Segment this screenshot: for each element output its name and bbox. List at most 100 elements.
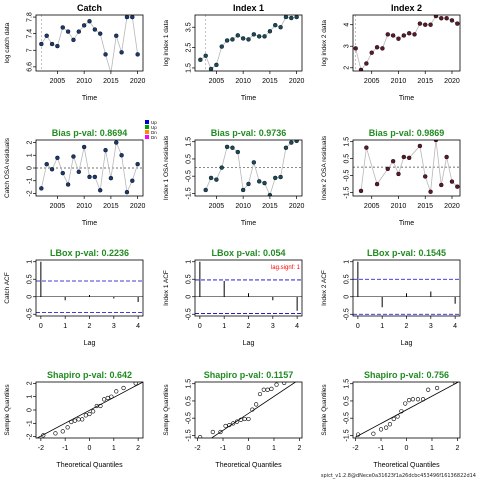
catch-data-point: [76, 29, 82, 34]
index2-data-ytick-label: 2: [344, 66, 351, 70]
index1-acf-ytick-label: 0.5: [186, 274, 193, 284]
catch-acf-ytick-label: 1: [27, 260, 34, 264]
index2-osa-title: Bias p-val: 0.9869: [369, 128, 445, 138]
index2-osa-ytick-label: -1.5: [344, 186, 351, 198]
index1-osa-point: [267, 192, 273, 196]
catch-osa-point: [92, 174, 98, 180]
index1-data-point: [198, 57, 203, 62]
index2-data-point: [417, 21, 423, 26]
residual-legend-swatch: [145, 130, 149, 134]
index1-osa-plot-area: [195, 140, 302, 196]
catch-qq-frame: [35, 381, 144, 439]
catch-data-frame: [35, 14, 144, 72]
catch-qq-point: [87, 411, 92, 417]
index1-osa-ytick-label: -1.5: [186, 187, 193, 199]
index1-data-xlabel: Time: [241, 95, 256, 102]
index2-qq-point: [420, 397, 426, 402]
index1-qq-point: [210, 429, 215, 435]
catch-qq-point: [80, 417, 85, 422]
index1-data-panel: Index 1 Time log index 1 data 2005 2010 2015 2…: [163, 3, 305, 102]
catch-qq-point: [53, 431, 58, 436]
index2-osa-connector: [360, 140, 458, 192]
index2-qq-point: [403, 401, 408, 406]
index2-qq-plot-area: [355, 382, 460, 438]
index1-qq-point: [274, 382, 279, 387]
catch-data-ytick-label: 7: [27, 48, 34, 52]
index2-qq-point: [399, 409, 404, 414]
index2-data-ytick-label: 4: [344, 23, 351, 27]
index1-data-point: [208, 66, 214, 71]
catch-osa-point: [135, 161, 140, 167]
index2-qq-xtick-label: 1: [430, 445, 434, 452]
index1-data-title: Index 1: [233, 3, 264, 13]
catch-osa-xtick-label: 2005: [50, 203, 66, 210]
catch-osa-point: [81, 144, 87, 150]
index1-qq-title: Shapiro p-val: 0.1157: [204, 370, 294, 380]
catch-osa-point: [87, 174, 92, 180]
residual-legend-label: Dn: [151, 130, 157, 135]
catch-qq-ytick-label: 2: [27, 381, 34, 385]
index1-data-point: [214, 62, 219, 68]
index1-data-point: [267, 29, 273, 34]
index2-osa-point: [406, 155, 412, 161]
catch-osa-ytick-label: 1: [27, 153, 34, 157]
catch-qq-point: [114, 389, 119, 394]
catch-data-ytick-label: 6.6: [27, 62, 34, 72]
index1-qq-point: [218, 429, 223, 435]
index2-qq-point: [410, 397, 415, 402]
catch-osa-ytick-label: 2: [27, 140, 34, 144]
index2-osa-point: [433, 140, 439, 143]
index2-acf-ytick-label: 0.5: [344, 274, 351, 284]
catch-qq-point: [98, 403, 103, 409]
index2-acf-xtick-label: 3: [429, 323, 433, 330]
catch-qq-ytick-label: 1: [27, 395, 34, 399]
index2-osa-xtick-label: 2020: [444, 203, 460, 210]
index1-data-connector: [200, 16, 297, 70]
index1-qq-point: [265, 387, 270, 392]
catch-data-plot-area: [39, 15, 140, 71]
index1-osa-point: [262, 180, 267, 186]
catch-data-point: [114, 33, 119, 38]
index1-qq-point: [246, 416, 251, 422]
index2-qq-point: [391, 416, 396, 422]
index1-data-point: [235, 33, 241, 38]
catch-qq-point: [60, 429, 65, 434]
index1-osa-point: [246, 181, 251, 187]
index1-osa-xtick-label: 2010: [235, 203, 251, 210]
index2-acf-panel: LBox p-val: 0.1545 Lag Index 2 ACF 0 1 2 3 4 -0.…: [321, 248, 461, 347]
index1-qq-frame: [194, 381, 303, 439]
catch-osa-point: [114, 140, 119, 145]
catch-data-point: [103, 52, 108, 57]
index2-qq-point: [387, 422, 393, 427]
catch-acf-ytick-label: 0.5: [27, 274, 34, 284]
index2-osa-point: [428, 189, 433, 194]
index2-data-point: [390, 33, 396, 38]
index1-osa-point: [283, 145, 289, 150]
catch-qq-ylabel: Sample Quantiles: [4, 384, 11, 436]
index2-qq-title: Shapiro p-val: 0.756: [364, 370, 449, 380]
index2-data-point: [385, 32, 390, 37]
catch-data-point: [39, 41, 44, 47]
index2-data-point: [396, 36, 401, 41]
residual-legend-swatch: [145, 135, 149, 139]
index1-data-ytick-label: 3.5: [186, 22, 193, 32]
index1-acf-xtick-label: 1: [222, 323, 226, 330]
catch-data-point: [60, 25, 65, 30]
index1-qq-point: [257, 391, 263, 397]
catch-data-ylabel: log catch data: [4, 22, 11, 63]
catch-osa-xtick-label: 2015: [103, 203, 119, 210]
index2-data-point: [428, 22, 433, 27]
index1-data-point: [230, 37, 235, 42]
index2-osa-ylabel: Index 2 OSA residuals: [321, 135, 328, 200]
index2-qq-xtick-label: -2: [352, 445, 358, 452]
index2-acf-title: LBox p-val: 0.1545: [367, 248, 446, 258]
index1-qq-panel: Shapiro p-val: 0.1157 Theoretical Quantil…: [163, 370, 303, 469]
catch-acf-frame: [35, 259, 144, 317]
index1-qq-ytick-label: 1.5: [186, 379, 193, 389]
catch-acf-xtick-label: 2: [88, 323, 92, 330]
residual-legend-label: Dn: [151, 135, 157, 140]
index1-acf-plot-area: [195, 261, 302, 314]
catch-osa-point: [55, 155, 60, 161]
catch-acf-plot-area: [36, 261, 143, 313]
index2-acf-ytick-label: 1: [344, 260, 351, 264]
